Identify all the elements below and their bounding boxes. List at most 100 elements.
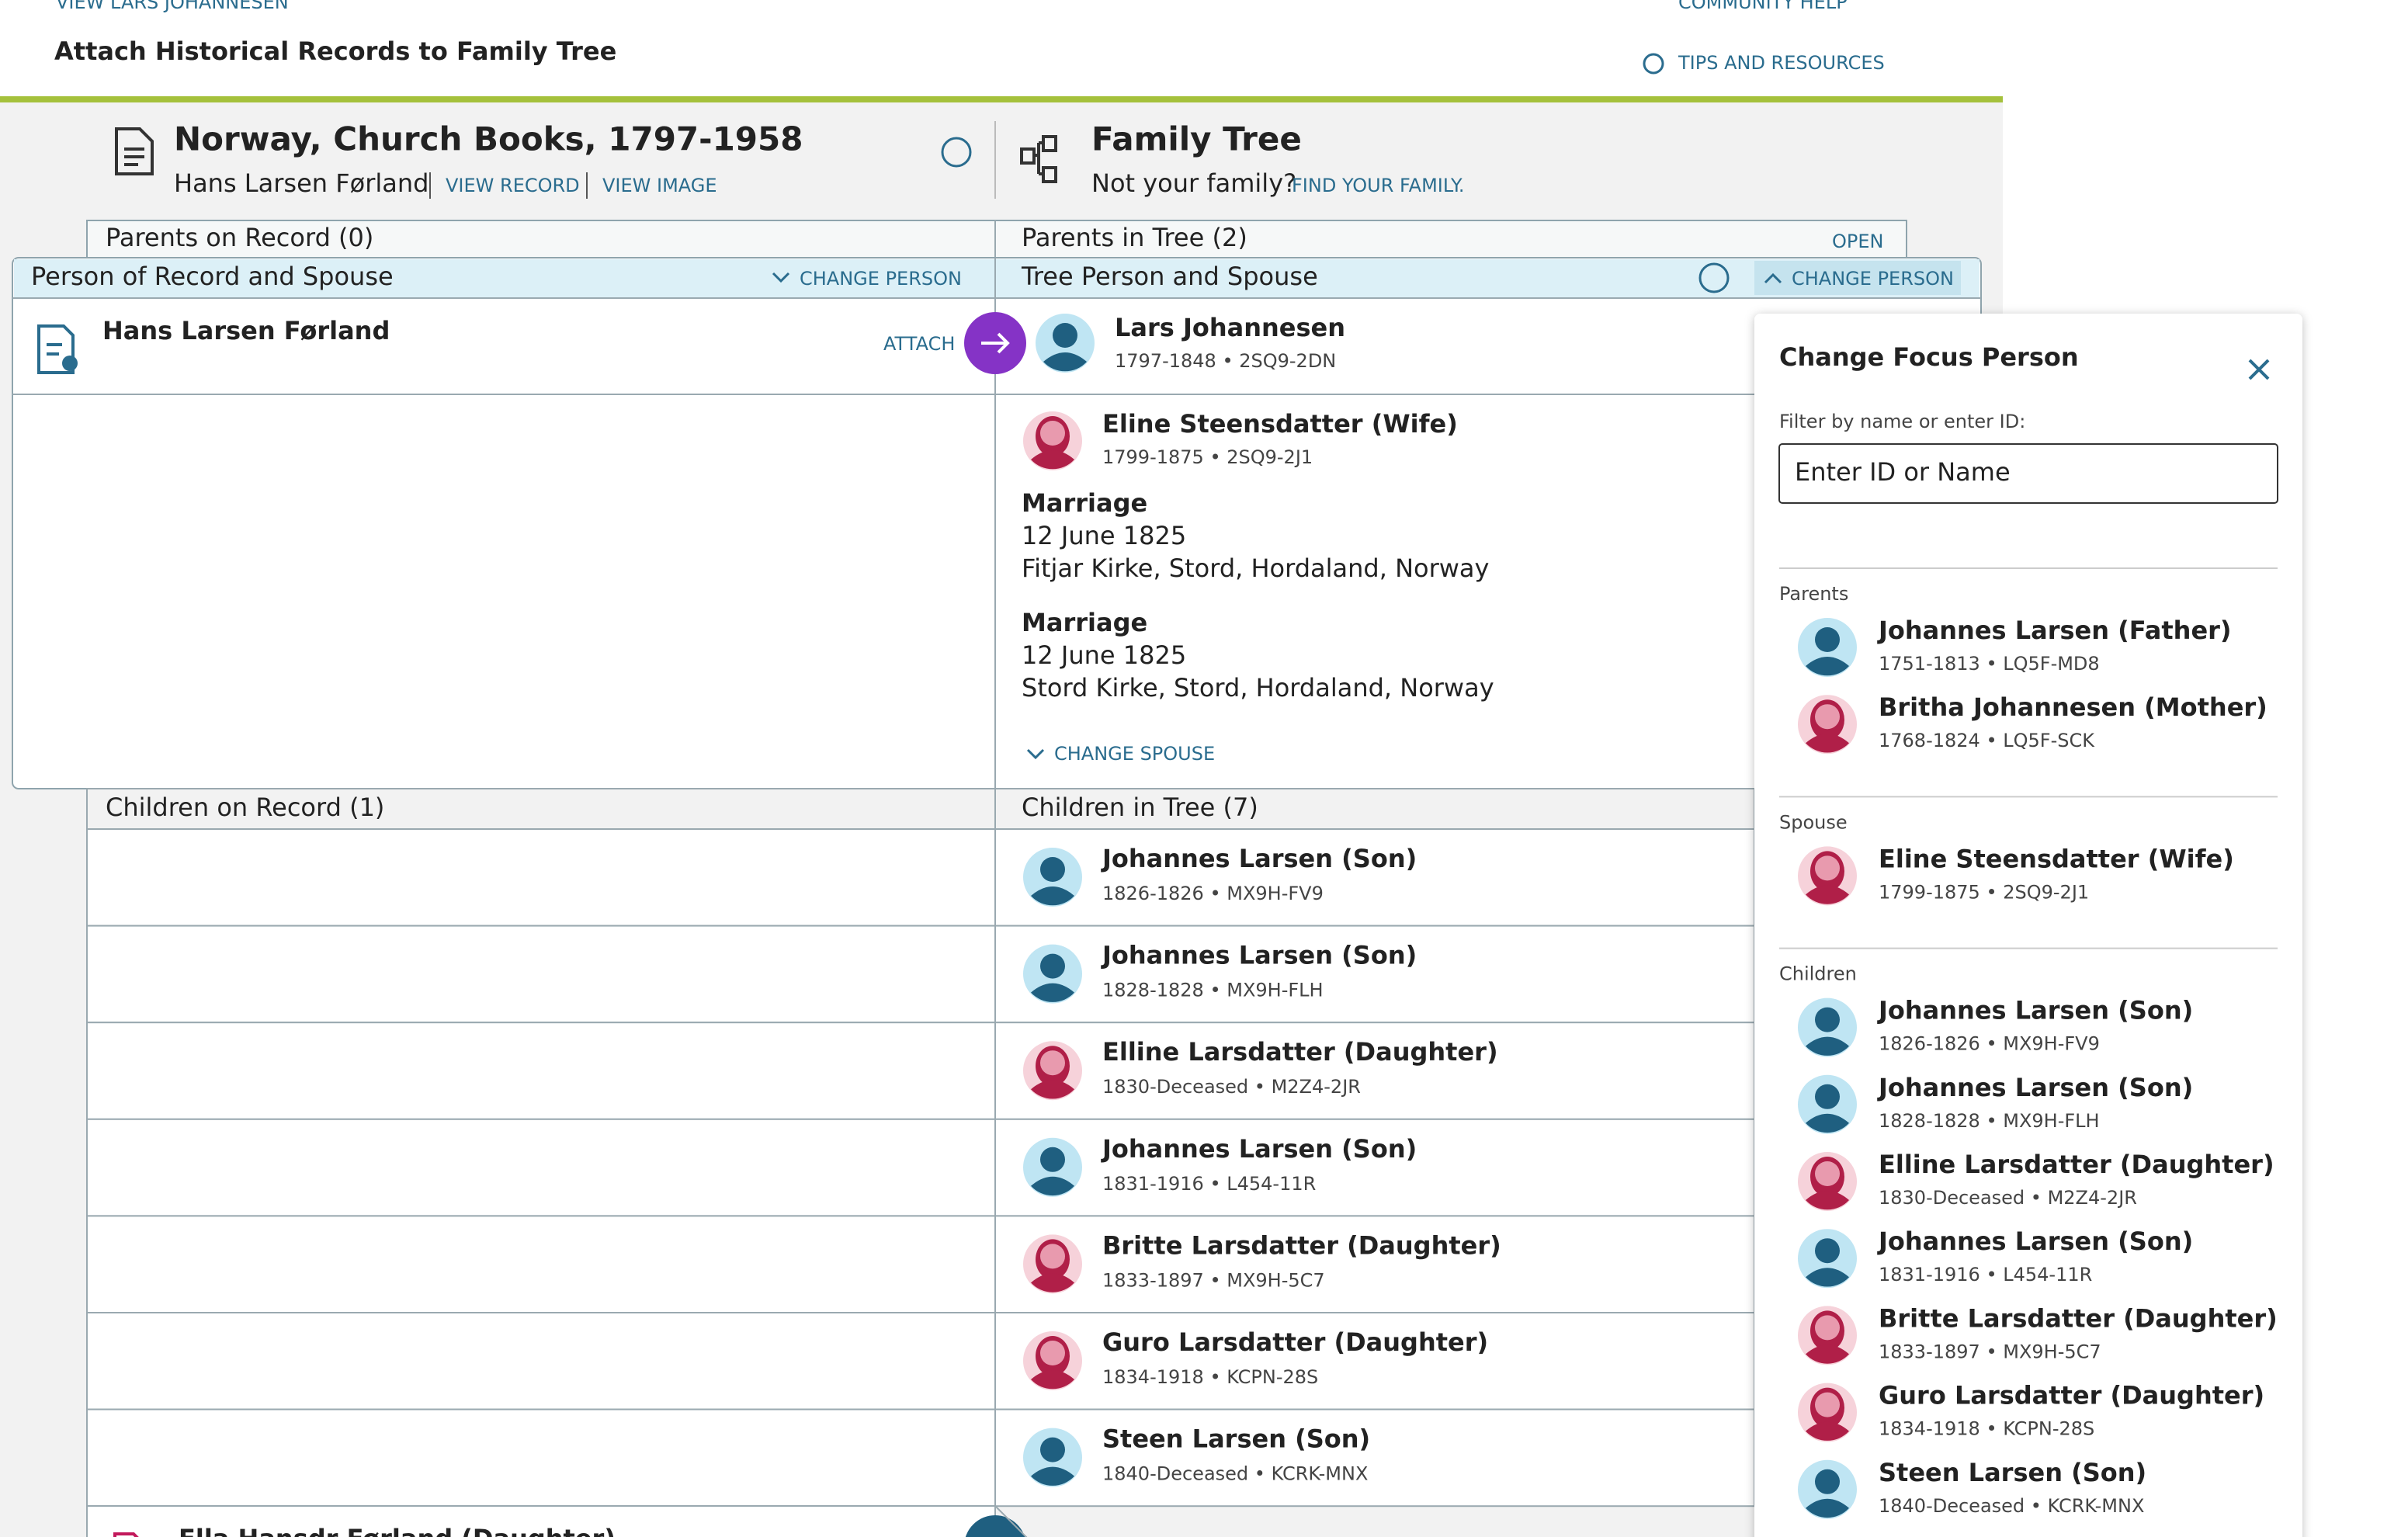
- avatar: [1798, 618, 1857, 677]
- open-link[interactable]: OPEN: [1832, 231, 1883, 252]
- avatar: [1798, 998, 1857, 1057]
- change-spouse-link[interactable]: CHANGE SPOUSE: [1054, 743, 1215, 765]
- avatar: [1798, 846, 1857, 905]
- avatar-head: [1040, 421, 1065, 446]
- avatar-head: [1815, 1084, 1840, 1109]
- avatar-head: [1053, 323, 1077, 348]
- panel-person-name[interactable]: Eline Steensdatter (Wife): [1879, 844, 2234, 873]
- avatar: [1798, 695, 1857, 754]
- child-name: Elline Larsdatter (Daughter): [1102, 1037, 1498, 1067]
- panel-person-details: 1768-1824 • LQ5F-SCK: [1879, 730, 2095, 751]
- filter-label: Filter by name or enter ID:: [1779, 411, 2025, 432]
- panel-title: Change Focus Person: [1779, 342, 2079, 372]
- panel-person-details: 1830-Deceased • M2Z4-2JR: [1879, 1187, 2137, 1209]
- community-help-link[interactable]: COMMUNITY HELP: [1678, 0, 1848, 13]
- panel-person-name[interactable]: Britte Larsdatter (Daughter): [1879, 1303, 2278, 1333]
- avatar: [1023, 411, 1082, 470]
- panel-person-name[interactable]: Johannes Larsen (Son): [1877, 1226, 2193, 1256]
- tree-title: Family Tree: [1091, 120, 1302, 158]
- marriage-place: Fitjar Kirke, Stord, Hordaland, Norway: [1022, 553, 1489, 583]
- view-record-link[interactable]: VIEW RECORD: [446, 175, 580, 196]
- panel-person-name[interactable]: Johannes Larsen (Son): [1877, 1073, 2193, 1102]
- child-name: Guro Larsdatter (Daughter): [1102, 1327, 1488, 1357]
- child-row: [87, 1216, 1754, 1313]
- view-person-link[interactable]: VIEW LARS JOHANNESEN: [56, 0, 289, 13]
- marriage-label: Marriage: [1022, 608, 1147, 637]
- panel-person-details: 1826-1826 • MX9H-FV9: [1879, 1033, 2100, 1055]
- child-details: 1833-1897 • MX9H-5C7: [1102, 1269, 1325, 1291]
- avatar: [1023, 945, 1082, 1004]
- avatar-head: [1040, 1341, 1065, 1365]
- child-row: [87, 829, 1754, 926]
- change-person-link[interactable]: CHANGE PERSON: [1792, 268, 1954, 290]
- attach-label[interactable]: ATTACH: [883, 333, 955, 355]
- avatar-head: [1815, 1008, 1840, 1032]
- avatar: [1798, 1229, 1857, 1288]
- child-name: Steen Larsen (Son): [1102, 1424, 1370, 1454]
- avatar: [1798, 1460, 1857, 1519]
- avatar-head: [1040, 1244, 1065, 1268]
- record-person-badge: [62, 356, 78, 371]
- child-row: [87, 1119, 1754, 1216]
- filter-placeholder[interactable]: Enter ID or Name: [1795, 457, 2011, 487]
- avatar-head: [1815, 1469, 1840, 1494]
- view-image-link[interactable]: VIEW IMAGE: [602, 175, 717, 196]
- avatar-head: [1815, 704, 1840, 729]
- panel-person-name[interactable]: Guro Larsdatter (Daughter): [1879, 1381, 2264, 1410]
- avatar-head: [1815, 1393, 1840, 1417]
- avatar-head: [1815, 1238, 1840, 1263]
- record-person: Hans Larsen Førland: [174, 168, 429, 198]
- panel-person-details: 1828-1828 • MX9H-FLH: [1879, 1110, 2100, 1132]
- parents-on-record: Parents on Record (0): [106, 223, 373, 252]
- panel-person-name[interactable]: Johannes Larsen (Father): [1877, 616, 2232, 645]
- marriage-date: 12 June 1825: [1022, 521, 1186, 550]
- accent-bar: [0, 96, 2003, 102]
- tips-icon: [1644, 54, 1663, 73]
- spouse-details: 1799-1875 • 2SQ9-2J1: [1102, 446, 1313, 468]
- child-name: Britte Larsdatter (Daughter): [1102, 1230, 1501, 1260]
- avatar-head: [1040, 1050, 1065, 1075]
- marriage-place: Stord Kirke, Stord, Hordaland, Norway: [1022, 673, 1494, 703]
- panel-person-details: 1799-1875 • 2SQ9-2J1: [1879, 881, 2089, 903]
- panel-person-name[interactable]: Britha Johannesen (Mother): [1879, 692, 2267, 722]
- child-name: Johannes Larsen (Son): [1101, 1134, 1417, 1164]
- person-section-label: Person of Record and Spouse: [31, 262, 394, 291]
- change-person-link[interactable]: CHANGE PERSON: [800, 268, 962, 290]
- avatar-head: [1815, 855, 1840, 880]
- page-title: Attach Historical Records to Family Tree: [54, 36, 616, 66]
- panel-person-name[interactable]: Steen Larsen (Son): [1879, 1458, 2146, 1487]
- panel-person-name[interactable]: Elline Larsdatter (Daughter): [1879, 1150, 2274, 1179]
- avatar: [1798, 1383, 1857, 1442]
- avatar: [1023, 1428, 1082, 1487]
- panel-person-name[interactable]: Johannes Larsen (Son): [1877, 996, 2193, 1025]
- avatar: [1023, 1331, 1082, 1390]
- avatar: [1798, 1075, 1857, 1134]
- child-row: [87, 1410, 1754, 1507]
- children-in-tree: Children in Tree (7): [1022, 793, 1258, 822]
- marriage-label: Marriage: [1022, 488, 1147, 518]
- record-person-name: Hans Larsen Førland: [102, 316, 390, 345]
- avatar-head: [1815, 627, 1840, 652]
- tree-not-family: Not your family?: [1091, 168, 1296, 198]
- child-details: 1828-1828 • MX9H-FLH: [1102, 980, 1324, 1001]
- panel-person-details: 1751-1813 • LQ5F-MD8: [1879, 653, 2100, 675]
- avatar: [1023, 848, 1082, 907]
- group-label: Parents: [1779, 583, 1848, 605]
- panel-person-details: 1831-1916 • L454-11R: [1879, 1264, 2092, 1285]
- spouse-name: Eline Steensdatter (Wife): [1102, 409, 1458, 439]
- parents-in-tree: Parents in Tree (2): [1022, 223, 1247, 252]
- avatar: [1798, 1152, 1857, 1211]
- avatar: [1798, 1306, 1857, 1365]
- tree-section-label: Tree Person and Spouse: [1021, 262, 1318, 291]
- child-details: 1831-1916 • L454-11R: [1102, 1173, 1316, 1195]
- group-label: Spouse: [1779, 811, 1848, 833]
- find-family-link[interactable]: FIND YOUR FAMILY.: [1292, 175, 1464, 196]
- avatar-head: [1040, 954, 1065, 979]
- tips-link[interactable]: TIPS AND RESOURCES: [1678, 52, 1885, 74]
- child-details: 1826-1826 • MX9H-FV9: [1102, 883, 1324, 904]
- focus-name: Lars Johannesen: [1115, 313, 1345, 342]
- avatar: [1036, 314, 1095, 373]
- children-on-record: Children on Record (1): [106, 793, 384, 822]
